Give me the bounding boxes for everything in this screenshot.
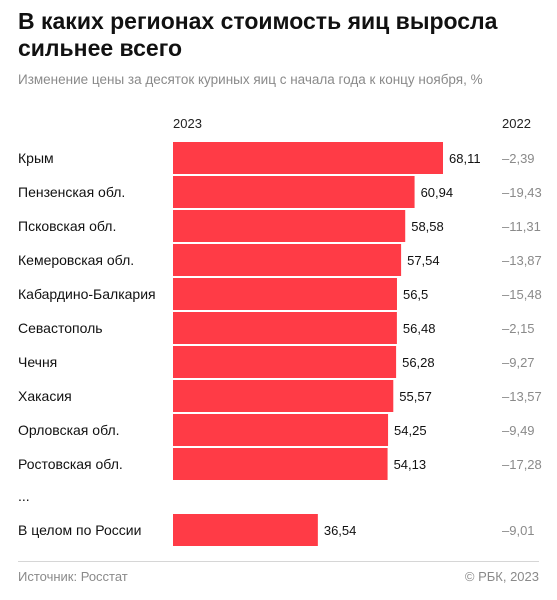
value-label-2022: –2,39	[502, 151, 535, 166]
category-label: Хакасия	[18, 388, 72, 404]
column-header-2023: 2023	[173, 116, 202, 131]
bar-2023	[173, 448, 388, 480]
value-label-2022: –17,28	[502, 457, 542, 472]
category-label: Чечня	[18, 354, 57, 370]
source-note: Источник: Росстат	[18, 569, 128, 584]
value-label-2022: –19,43	[502, 185, 542, 200]
value-label-2023: 54,13	[394, 457, 427, 472]
category-label: Кабардино-Балкария	[18, 286, 156, 302]
value-label-2022: –13,87	[502, 253, 542, 268]
value-label-2023: 58,58	[411, 219, 444, 234]
value-label-2023: 57,54	[407, 253, 440, 268]
category-label: Кемеровская обл.	[18, 252, 134, 268]
value-label-2022: –13,57	[502, 389, 542, 404]
category-label: Орловская обл.	[18, 422, 120, 438]
value-label-2023: 60,94	[421, 185, 454, 200]
value-label-2023: 56,28	[402, 355, 435, 370]
bar-2023	[173, 312, 397, 344]
bar-2023-total	[173, 514, 318, 546]
category-label: Пензенская обл.	[18, 184, 125, 200]
ellipsis-row: ...	[18, 488, 30, 504]
bar-2023	[173, 244, 402, 276]
copyright-note: © РБК, 2023	[464, 569, 539, 584]
category-label-total: В целом по России	[18, 522, 141, 538]
value-label-2023: 68,11	[449, 151, 481, 166]
bar-chart: Крым 68,11 –2,39 Пензенская обл. 60,94 –19,43…	[18, 142, 542, 546]
value-label-2023: 54,25	[394, 423, 427, 438]
bar-2023	[173, 210, 406, 242]
category-label: Крым	[18, 150, 54, 166]
value-label-2022: –9,27	[502, 355, 535, 370]
column-header-2022: 2022	[502, 116, 531, 131]
value-label-2023: 56,48	[403, 321, 436, 336]
value-label-2023-total: 36,54	[324, 523, 357, 538]
bar-2023	[173, 414, 389, 446]
value-label-2022-total: –9,01	[502, 523, 535, 538]
bar-2023	[173, 380, 394, 412]
bar-2023	[173, 278, 397, 310]
value-label-2023: 56,5	[403, 287, 428, 302]
chart-title: В каких регионах стоимость яиц выросла с…	[18, 8, 498, 61]
bar-2023	[173, 346, 397, 378]
chart-subtitle: Изменение цены за десяток куриных яиц с …	[18, 72, 483, 87]
value-label-2022: –11,31	[502, 219, 541, 234]
category-label: Севастополь	[18, 320, 103, 336]
category-label: Псковская обл.	[18, 218, 116, 234]
category-label: Ростовская обл.	[18, 456, 123, 472]
footer-divider	[18, 561, 539, 562]
value-label-2022: –2,15	[502, 321, 535, 336]
bar-2023	[173, 142, 443, 174]
value-label-2023: 55,57	[399, 389, 432, 404]
bar-2023	[173, 176, 415, 208]
value-label-2022: –9,49	[502, 423, 535, 438]
value-label-2022: –15,48	[502, 287, 542, 302]
